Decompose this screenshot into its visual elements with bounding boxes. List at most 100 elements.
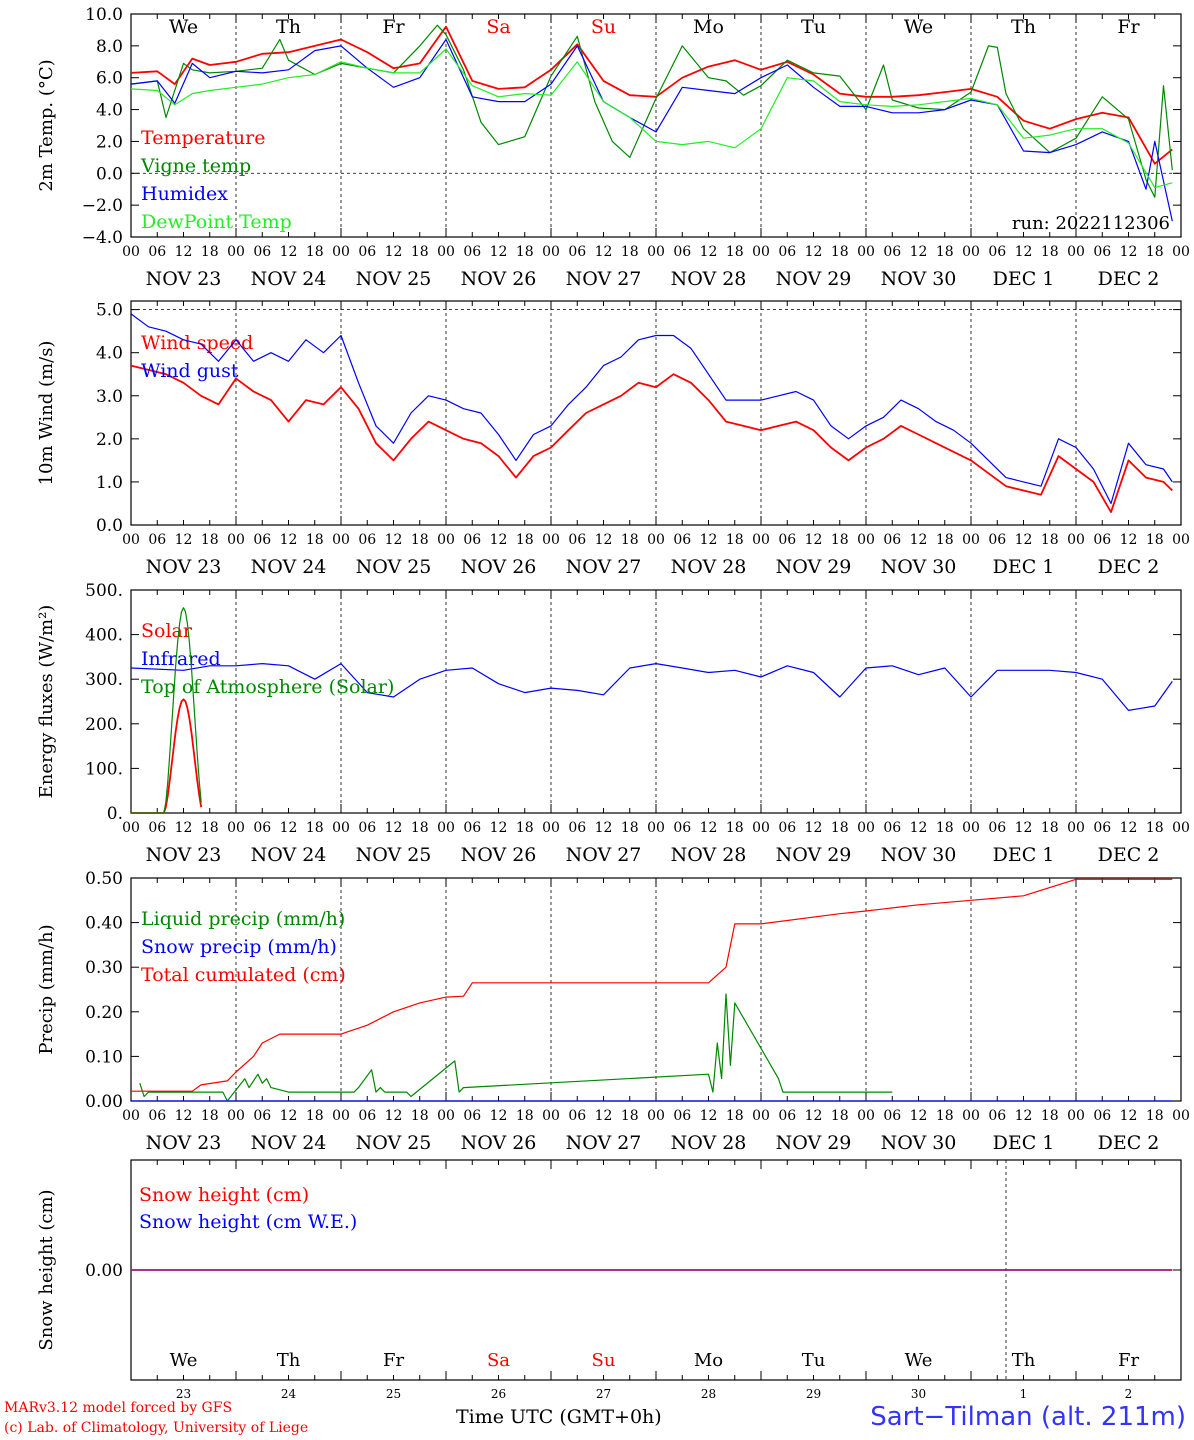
- x-hour-label: 18: [831, 820, 849, 836]
- weekday-label: Tu: [802, 1350, 826, 1371]
- weekday-label: Fr: [382, 16, 405, 38]
- x-date-label: DEC 2: [1098, 268, 1160, 290]
- legend-infrared: Infrared: [141, 648, 221, 670]
- x-hour-label: 12: [385, 244, 403, 260]
- weekday-label: Th: [276, 16, 301, 38]
- day-number-label: 28: [701, 1387, 716, 1401]
- x-hour-label: 18: [1041, 244, 1059, 260]
- x-hour-label: 00: [542, 1108, 560, 1124]
- weekday-label: Th: [1011, 16, 1036, 38]
- x-hour-label: 00: [227, 820, 245, 836]
- day-number-label: 2: [1125, 1387, 1133, 1401]
- x-hour-label: 00: [647, 244, 665, 260]
- x-hour-label: 06: [358, 820, 376, 836]
- x-hour-label: 00: [752, 1108, 770, 1124]
- x-hour-label: 00: [122, 820, 140, 836]
- x-hour-label: 00: [122, 244, 140, 260]
- series-temperature: [130, 25, 1173, 165]
- x-hour-label: 06: [358, 1108, 376, 1124]
- x-date-label: NOV 28: [671, 1132, 747, 1154]
- x-hour-label: 06: [568, 244, 586, 260]
- panel-4: 0.50 0.40 0.30 0.20 0.10 0.00 Precip (mm/h) 00 0…: [36, 869, 1190, 1154]
- legend-dewpoint-temp: DewPoint Temp: [141, 211, 292, 233]
- y-tick-label: 0.30: [85, 958, 123, 978]
- x-hour-label: 12: [490, 1108, 508, 1124]
- x-hour-label: 18: [201, 532, 219, 548]
- x-hour-label: 18: [516, 820, 534, 836]
- x-hour-label: 00: [227, 1108, 245, 1124]
- x-hour-label: 06: [778, 820, 796, 836]
- x-hour-label: 12: [805, 820, 823, 836]
- x-hour-label: 06: [883, 820, 901, 836]
- x-hour-label: 18: [306, 820, 324, 836]
- x-hour-label: 12: [175, 820, 193, 836]
- x-hour-label: 06: [148, 820, 166, 836]
- x-hour-label: 06: [778, 1108, 796, 1124]
- x-hour-label: 12: [805, 532, 823, 548]
- y-tick-label: 1.0: [96, 473, 123, 493]
- x-hour-label: 00: [332, 1108, 350, 1124]
- x-hour-label: 06: [988, 820, 1006, 836]
- x-date-label: NOV 23: [146, 556, 222, 578]
- x-hour-label: 18: [516, 1108, 534, 1124]
- x-hour-label: 12: [1015, 820, 1033, 836]
- x-hour-label: 06: [883, 532, 901, 548]
- day-number-label: 23: [176, 1387, 191, 1401]
- x-date-label: NOV 28: [671, 844, 747, 866]
- x-date-label: NOV 24: [251, 268, 327, 290]
- x-date-label: NOV 25: [356, 556, 432, 578]
- series-liquid-precip-mm-h: [139, 993, 893, 1102]
- x-date-label: NOV 26: [461, 1132, 537, 1154]
- day-number-label: 1: [1020, 1387, 1028, 1401]
- x-hour-label: 18: [306, 1108, 324, 1124]
- weekday-label: Sa: [487, 1350, 510, 1371]
- series-total-cumulated-cm: [131, 878, 1173, 1092]
- x-hour-label: 06: [253, 244, 271, 260]
- y-tick-label: 0.10: [85, 1047, 123, 1067]
- x-hour-label: 00: [647, 1108, 665, 1124]
- x-hour-label: 06: [568, 532, 586, 548]
- y-tick-label: 5.0: [96, 301, 123, 321]
- x-hour-label: 06: [778, 244, 796, 260]
- x-hour-label: 00: [857, 820, 875, 836]
- x-date-label: NOV 28: [671, 268, 747, 290]
- x-hour-label: 12: [175, 244, 193, 260]
- x-date-label: NOV 26: [461, 556, 537, 578]
- y-tick-label: 3.0: [96, 387, 123, 407]
- x-hour-label: 18: [411, 1108, 429, 1124]
- x-hour-label: 06: [253, 820, 271, 836]
- x-hour-label: 12: [490, 532, 508, 548]
- x-date-label: NOV 30: [881, 1132, 957, 1154]
- panel-5: 0.00 Snow height (cm) We 23 Th 24 Fr 25 Sa 26 Su 27…: [36, 1159, 1182, 1401]
- x-hour-label: 18: [411, 532, 429, 548]
- x-date-label: NOV 29: [776, 556, 852, 578]
- weekday-label: Th: [1012, 1350, 1036, 1371]
- y-axis-title: Snow height (cm): [36, 1189, 57, 1350]
- x-hour-label: 12: [280, 244, 298, 260]
- x-hour-label: 00: [962, 1108, 980, 1124]
- x-hour-label: 12: [1120, 244, 1138, 260]
- x-hour-label: 12: [595, 244, 613, 260]
- weekday-label: Tu: [801, 16, 826, 38]
- y-tick-label: 0.00: [85, 1092, 123, 1112]
- x-hour-label: 00: [1172, 820, 1190, 836]
- y-tick-label: 10.0: [85, 5, 123, 25]
- weekday-label: Th: [277, 1350, 301, 1371]
- x-hour-label: 18: [411, 244, 429, 260]
- x-hour-label: 06: [988, 244, 1006, 260]
- weekday-label: We: [904, 16, 933, 38]
- x-hour-label: 18: [621, 532, 639, 548]
- x-hour-label: 18: [1041, 820, 1059, 836]
- x-date-label: NOV 27: [566, 844, 642, 866]
- x-date-label: NOV 27: [566, 1132, 642, 1154]
- y-tick-label: −4.0: [82, 228, 123, 248]
- x-hour-label: 00: [122, 532, 140, 548]
- legend-snow-precip-mm-h: Snow precip (mm/h): [141, 936, 337, 958]
- x-hour-label: 06: [1093, 820, 1111, 836]
- x-hour-label: 00: [1172, 532, 1190, 548]
- x-hour-label: 06: [253, 1108, 271, 1124]
- weekday-label: We: [169, 16, 198, 38]
- y-tick-label: 0.0: [96, 164, 123, 184]
- x-hour-label: 00: [752, 532, 770, 548]
- weekday-label: We: [905, 1350, 933, 1371]
